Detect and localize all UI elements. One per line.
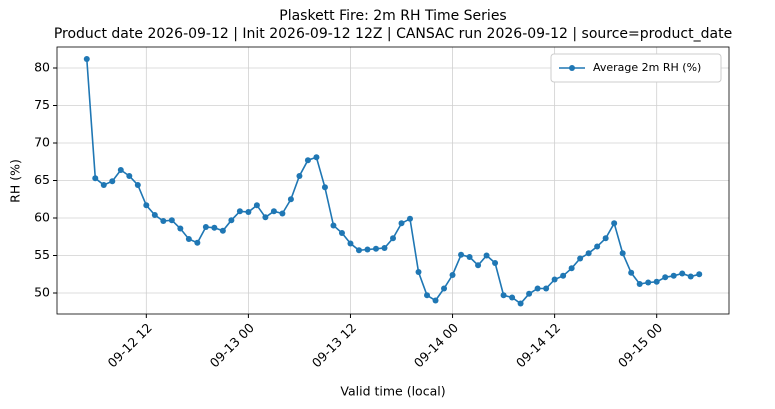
point [526,290,533,297]
point [211,224,218,231]
point [185,236,192,242]
point [151,212,158,218]
point [662,274,669,281]
legend-label: Average 2m RH (%) [593,61,701,74]
point [253,202,260,209]
point [534,285,541,292]
point [458,251,465,258]
point [168,217,175,224]
plot-frame [56,46,730,315]
y-tick-label: 60 [34,210,50,225]
point [492,260,499,266]
point [126,173,133,179]
point [602,235,609,242]
point [83,56,90,62]
point [636,281,643,287]
point [117,167,124,173]
point [679,270,686,277]
point [347,240,354,247]
point [696,271,703,278]
x-tick-label: 09-15 00 [615,320,665,370]
point [390,235,396,242]
point [670,272,677,279]
point [407,215,414,222]
point [245,209,252,215]
point [109,178,116,185]
x-tick-label: 09-14 12 [513,320,563,370]
point [202,224,209,230]
point [321,184,328,191]
point [100,182,107,188]
point [577,255,584,262]
point [415,269,422,275]
point [219,227,226,234]
point [236,208,243,215]
point [594,243,601,250]
legend-marker [569,65,575,71]
point [645,279,652,286]
y-tick-label: 65 [34,172,50,187]
point [466,254,473,260]
point [475,262,482,269]
y-tick-label: 70 [34,135,50,150]
y-tick-label: 75 [34,97,50,112]
chart-title: Plaskett Fire: 2m RH Time Series [279,8,506,24]
point [585,250,592,257]
point [398,220,405,227]
point [441,285,448,292]
line [86,58,700,305]
y-tick-label: 55 [34,247,50,262]
point [381,245,388,251]
point [424,292,431,299]
point [687,273,694,280]
point [509,294,516,301]
point [500,292,507,299]
point [483,252,490,259]
point [611,220,618,227]
point [160,218,167,224]
point [313,154,320,161]
x-axis-label: Valid time (local) [340,384,445,399]
point [287,196,294,203]
legend-box [550,53,722,83]
point [296,173,303,179]
point [628,269,635,276]
point [262,214,269,221]
y-axis-label: RH (%) [8,159,23,203]
y-tick-label: 50 [34,285,50,300]
point [560,272,567,279]
point [551,276,558,283]
x-tick-label: 09-13 12 [309,320,359,370]
point [134,182,141,188]
point [330,222,337,229]
point [568,265,575,272]
x-tick-label: 09-12 12 [105,320,155,370]
point [619,250,626,257]
point [279,210,286,217]
point [270,208,277,215]
point [355,247,362,254]
point [92,175,99,182]
point [364,246,371,253]
point [194,239,201,246]
x-tick-label: 09-13 00 [207,320,257,370]
point [304,157,311,164]
y-tick-label: 80 [34,60,50,75]
point [372,245,379,252]
point [449,272,456,278]
point [517,300,524,307]
x-tick-label: 09-14 00 [411,320,461,370]
point [228,217,235,224]
point [338,230,345,236]
point [143,202,150,209]
chart-subtitle: Product date 2026-09-12 | Init 2026-09-1… [54,26,732,42]
point [653,278,660,285]
point [432,297,439,304]
point [177,225,184,232]
point [543,285,550,292]
